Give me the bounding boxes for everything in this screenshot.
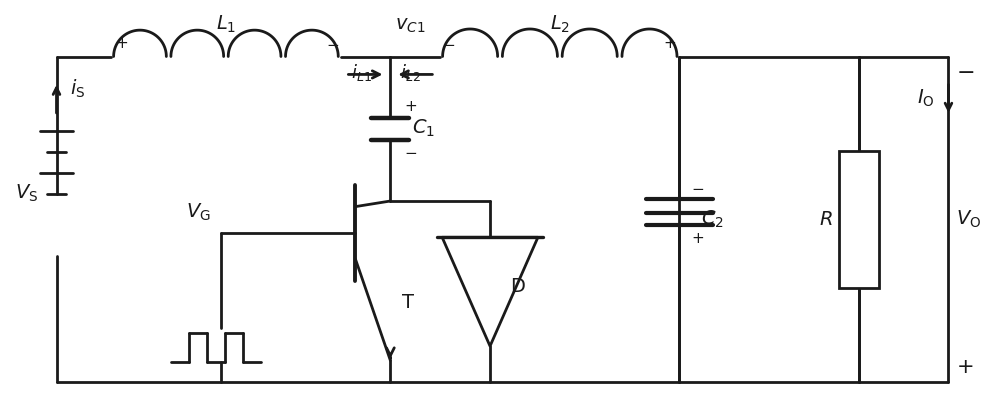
Text: $v_{C1}$: $v_{C1}$ <box>395 16 426 35</box>
Text: $-$: $-$ <box>956 62 975 81</box>
Text: $R$: $R$ <box>819 210 833 229</box>
Text: D: D <box>510 277 525 296</box>
Text: $L_2$: $L_2$ <box>550 13 570 35</box>
Text: $V_{\rm G}$: $V_{\rm G}$ <box>186 202 211 223</box>
Text: $V_{\rm O}$: $V_{\rm O}$ <box>956 209 982 230</box>
Text: T: T <box>402 293 414 312</box>
Polygon shape <box>442 237 538 346</box>
Text: $-$: $-$ <box>691 180 705 194</box>
Text: $C_1$: $C_1$ <box>412 118 435 139</box>
Text: $i_{L1}$: $i_{L1}$ <box>351 62 371 83</box>
Text: $V_{\rm S}$: $V_{\rm S}$ <box>15 183 39 204</box>
Text: +: + <box>691 231 704 247</box>
Text: $C_2$: $C_2$ <box>701 209 724 230</box>
Text: $-$: $-$ <box>442 35 455 51</box>
Text: +: + <box>115 35 128 51</box>
Text: $i_{\rm S}$: $i_{\rm S}$ <box>70 78 86 100</box>
Text: $I_{\rm O}$: $I_{\rm O}$ <box>917 88 935 109</box>
Text: +: + <box>404 99 417 114</box>
Text: $-$: $-$ <box>404 144 417 159</box>
Text: $L_1$: $L_1$ <box>216 13 236 35</box>
Text: +: + <box>956 358 974 377</box>
Text: $-$: $-$ <box>326 35 339 51</box>
Bar <box>839 151 879 288</box>
Text: $i_{L2}$: $i_{L2}$ <box>400 62 421 83</box>
Text: +: + <box>663 35 676 51</box>
